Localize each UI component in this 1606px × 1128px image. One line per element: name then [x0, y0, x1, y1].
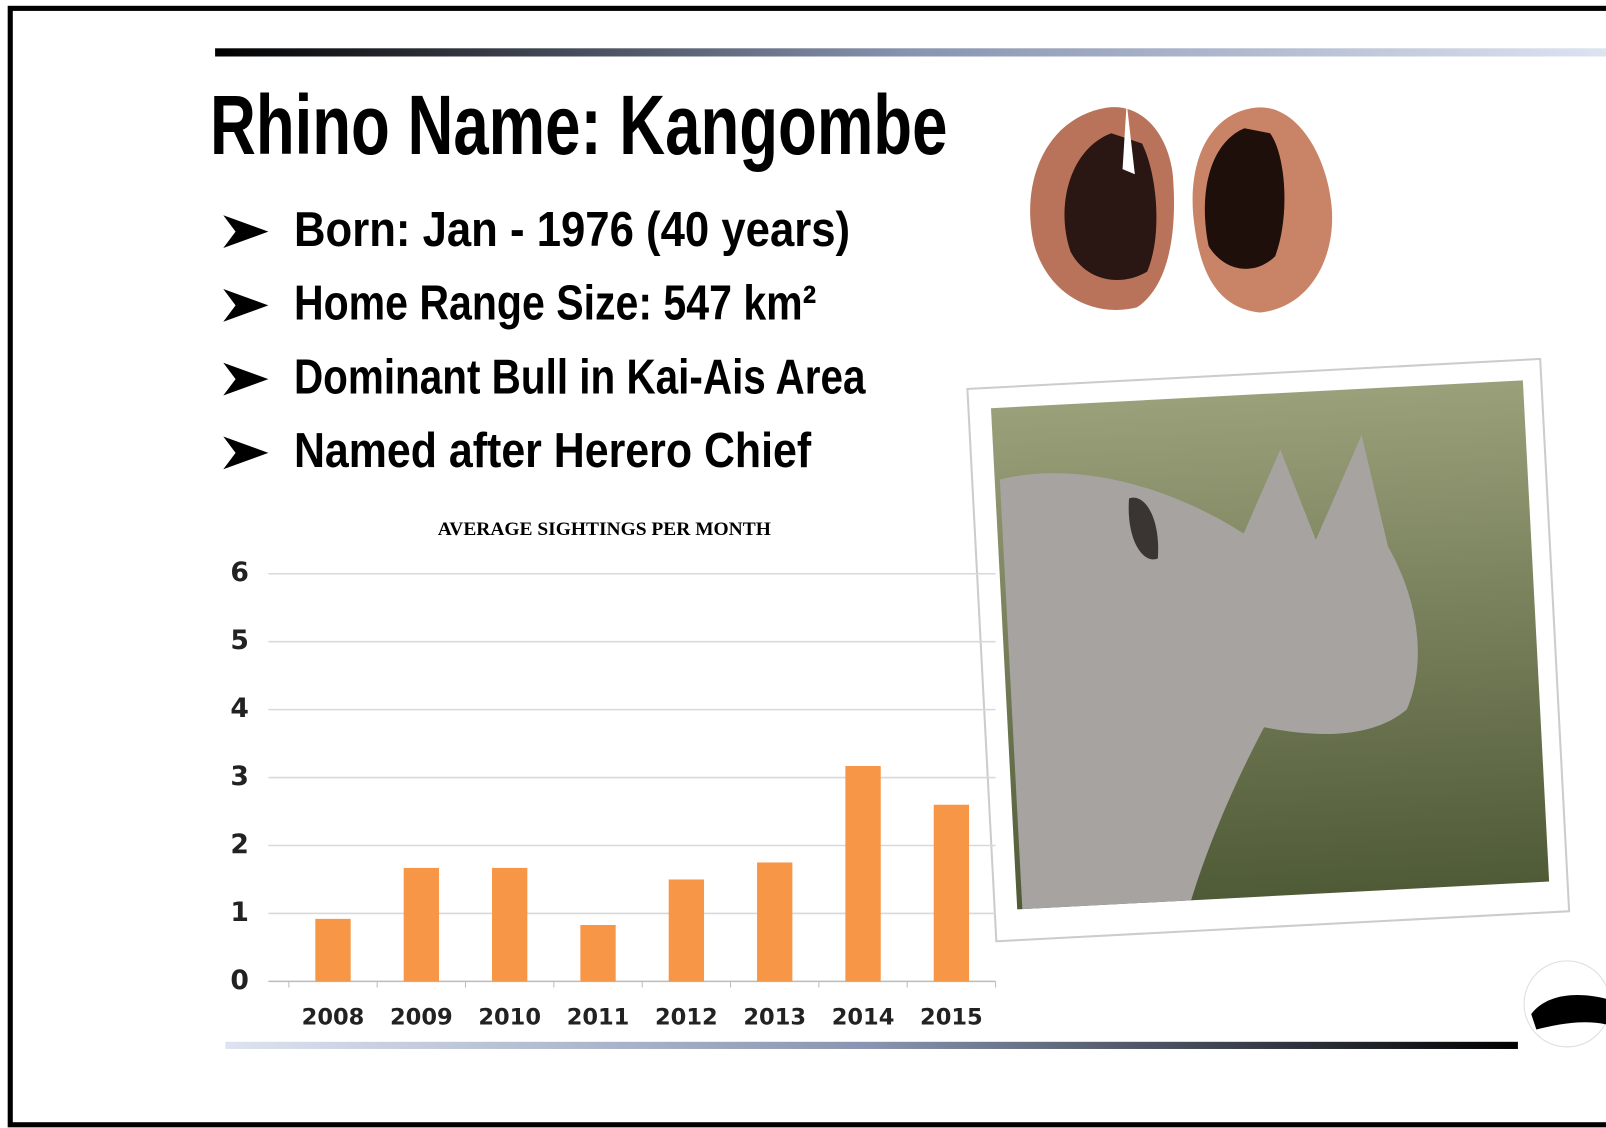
bar: [315, 918, 351, 982]
bottom-rule: [225, 1041, 1518, 1049]
bullet-list: Born: Jan - 1976 (40 years) Home Range Si…: [223, 202, 866, 478]
bar: [403, 867, 440, 982]
slide-title: Rhino Name: Kangombe: [210, 78, 947, 172]
x-tick-label: 2008: [302, 1005, 365, 1031]
bullet-text: Named after Herero Chief: [294, 423, 812, 478]
y-tick-label: 6: [230, 557, 249, 588]
x-tick-label: 2014: [832, 1005, 895, 1031]
bullet-text: Dominant Bull in Kai-Ais Area: [294, 349, 866, 404]
bullet-arrow: [223, 436, 269, 470]
y-tick-label: 1: [230, 897, 249, 928]
ear-notch-image: [1030, 102, 1333, 313]
bullet-arrow: [223, 288, 269, 322]
logo: [1523, 960, 1606, 1048]
slide-border: [7, 5, 1606, 1128]
bar: [845, 766, 881, 982]
y-tick-label: 3: [230, 761, 249, 792]
y-tick-label: 4: [230, 693, 249, 724]
bullet-text: Born: Jan - 1976 (40 years): [294, 202, 850, 257]
chart-title: AVERAGE SIGHTINGS PER MONTH: [438, 519, 771, 540]
bullet-arrow: [223, 362, 269, 396]
bar: [580, 924, 616, 982]
x-tick-label: 2012: [655, 1005, 718, 1031]
x-tick-label: 2009: [390, 1005, 453, 1031]
x-tick-label: 2010: [478, 1005, 541, 1031]
bar: [757, 862, 793, 982]
bullet-arrow: [223, 215, 269, 249]
top-rule: [215, 48, 1606, 57]
bar: [668, 879, 705, 982]
x-tick-label: 2011: [567, 1005, 630, 1031]
bar: [933, 804, 970, 982]
rhino-photo: [966, 357, 1571, 943]
x-tick-label: 2013: [743, 1005, 806, 1031]
y-tick-label: 0: [230, 965, 249, 996]
bullet-text: Home Range Size: 547 km²: [294, 276, 816, 331]
bar: [492, 867, 528, 982]
y-tick-label: 2: [230, 829, 249, 860]
chart: 0 1 2 3 4 5 6 2008 2009 2010 2011 2012 2013 2014 2015: [230, 557, 997, 1031]
x-tick-label: 2015: [920, 1005, 983, 1031]
y-tick-label: 5: [230, 625, 249, 656]
